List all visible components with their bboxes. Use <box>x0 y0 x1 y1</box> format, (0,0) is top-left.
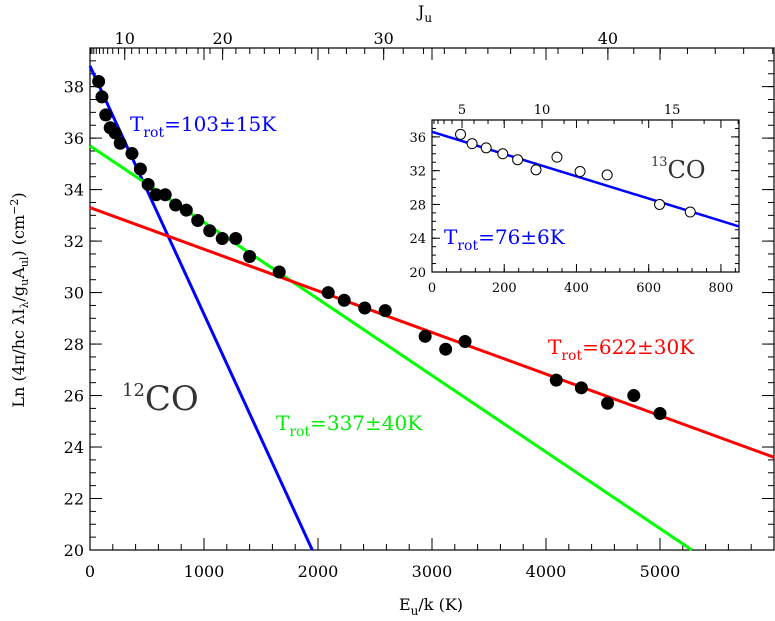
main-data-points <box>92 74 667 421</box>
top-j-tick-label: 30 <box>373 29 393 48</box>
data-point <box>601 169 613 181</box>
data-point <box>108 126 122 140</box>
data-point <box>549 373 563 387</box>
top-j-tick-label: 20 <box>212 29 232 48</box>
species-label-12CO: 12CO <box>122 379 199 419</box>
data-point <box>92 74 106 88</box>
x-tick-label: 400 <box>564 281 589 296</box>
data-point <box>337 293 351 307</box>
data-point <box>321 286 335 300</box>
top-j-tick-label: 5 <box>458 103 466 118</box>
data-point <box>191 213 205 227</box>
data-point <box>455 128 467 140</box>
data-point <box>133 162 147 176</box>
fit-label-103K: Trot=103±15K <box>130 112 277 141</box>
y-tick-label: 32 <box>64 232 84 251</box>
y-tick-label: 20 <box>64 541 84 560</box>
data-point <box>243 250 257 264</box>
data-point <box>466 138 478 150</box>
species-label-13CO: 13CO <box>651 155 706 184</box>
inset-data-points <box>455 128 696 218</box>
data-point <box>99 108 113 122</box>
data-point <box>229 232 243 246</box>
x-tick-label: 200 <box>492 281 517 296</box>
data-point <box>272 265 286 279</box>
inset-fit-label-76K: Trot=76±6K <box>444 225 566 254</box>
data-point <box>512 154 524 166</box>
data-point <box>574 166 586 178</box>
x-tick-label: 0 <box>428 281 436 296</box>
data-point <box>95 90 109 104</box>
data-point <box>158 188 172 202</box>
x-axis-label: Eu/k (K) <box>399 595 463 618</box>
inset-ticks: 0 200 400 600 800 20 24 28 32 36 5 10 15 <box>409 103 739 296</box>
data-point <box>439 342 453 356</box>
y-tick-label: 38 <box>64 78 84 97</box>
data-point <box>574 381 588 395</box>
top-j-tick-label: 10 <box>115 29 135 48</box>
x-tick-label: 0 <box>85 562 95 581</box>
y-tick-label: 28 <box>409 198 426 213</box>
data-point <box>169 198 183 212</box>
data-point <box>601 396 615 410</box>
top-j-tick-label: 10 <box>534 103 551 118</box>
data-point <box>418 329 432 343</box>
x-tick-label: 800 <box>709 281 734 296</box>
top-axis-label: Ju <box>416 2 432 25</box>
data-point <box>358 301 372 315</box>
data-point <box>141 177 155 191</box>
y-tick-label: 20 <box>409 266 426 281</box>
data-point <box>203 224 217 238</box>
data-point <box>179 203 193 217</box>
data-point <box>125 147 139 161</box>
fit-label-337K: Trot=337±40K <box>276 411 423 440</box>
data-point <box>113 136 127 150</box>
y-tick-label: 28 <box>64 335 84 354</box>
data-point <box>530 164 542 176</box>
data-point <box>653 407 667 421</box>
y-tick-label: 34 <box>64 181 84 200</box>
data-point <box>684 206 696 218</box>
data-point <box>551 151 563 163</box>
data-point <box>480 142 492 154</box>
y-tick-label: 24 <box>64 438 84 457</box>
data-point <box>497 148 509 160</box>
y-tick-label: 30 <box>64 284 84 303</box>
y-tick-label: 22 <box>64 490 84 509</box>
data-point <box>215 232 229 246</box>
x-tick-label: 4000 <box>526 562 567 581</box>
data-point <box>627 389 641 403</box>
top-j-tick-label: 15 <box>664 103 681 118</box>
top-j-tick-label: 40 <box>598 29 618 48</box>
x-tick-label: 5000 <box>640 562 681 581</box>
fit-label-622K: Trot=622±30K <box>548 335 695 364</box>
y-tick-label: 36 <box>64 129 84 148</box>
data-point <box>378 304 392 318</box>
x-tick-label: 600 <box>636 281 661 296</box>
fit-line-0 <box>88 65 314 551</box>
y-axis-label: Ln (4π/hc λIλ/guAul) (cm−2) <box>8 192 31 407</box>
y-tick-label: 32 <box>409 165 426 180</box>
y-tick-label: 36 <box>409 131 426 146</box>
y-tick-label: 24 <box>409 232 426 247</box>
x-tick-label: 2000 <box>298 562 339 581</box>
x-tick-label: 3000 <box>412 562 453 581</box>
y-tick-label: 26 <box>64 387 84 406</box>
main-ticks: 0 1000 2000 3000 4000 50002022242628303234363… <box>64 29 775 581</box>
data-point <box>458 334 472 348</box>
x-tick-label: 1000 <box>184 562 225 581</box>
data-point <box>654 198 666 210</box>
